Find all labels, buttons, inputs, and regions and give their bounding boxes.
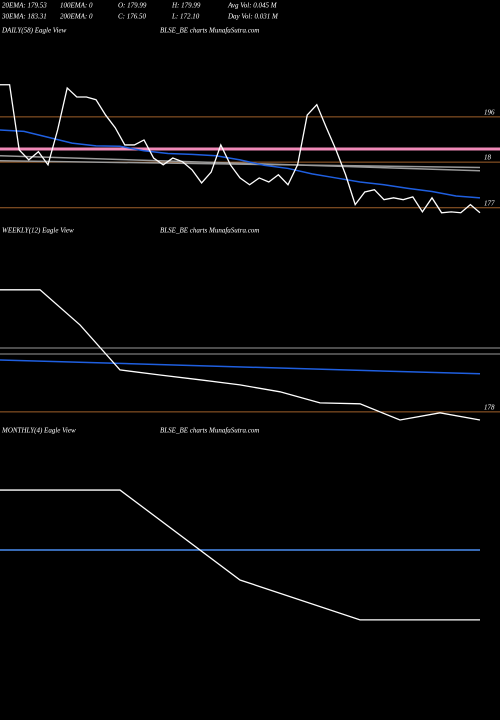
panel-title: DAILY(58) Eagle View: [1, 27, 67, 35]
header-stat: 30EMA: 183.31: [1, 13, 47, 21]
header-stat: C: 176.50: [118, 13, 147, 21]
header-stat: O: 179.99: [118, 2, 147, 10]
price-label: 178: [484, 404, 495, 412]
price-series: [0, 155, 481, 172]
price-label: 18: [484, 154, 492, 162]
header-stat: Day Vol: 0.031 M: [227, 13, 279, 21]
panel-title: WEEKLY(12) Eagle View: [2, 227, 74, 235]
panel-subtitle: BLSE_BE charts MunafaSutra.com: [160, 27, 259, 35]
price-series: [0, 289, 481, 421]
panel-title: MONTHLY(4) Eagle View: [1, 427, 76, 435]
header-stat: H: 179.99: [171, 2, 201, 10]
header-stat: L: 172.10: [171, 13, 200, 21]
panel-subtitle: BLSE_BE charts MunafaSutra.com: [160, 227, 259, 235]
price-series: [0, 84, 481, 214]
header-stat: 20EMA: 179.53: [2, 2, 47, 10]
price-label: 177: [484, 199, 495, 207]
price-series: [0, 160, 481, 169]
price-series: [0, 129, 481, 199]
header-stat: Avg Vol: 0.045 M: [227, 2, 278, 10]
header-stat: 100EMA: 0: [60, 2, 93, 10]
price-series: [0, 359, 481, 375]
price-label: 196: [484, 108, 495, 116]
panel-subtitle: BLSE_BE charts MunafaSutra.com: [160, 427, 259, 435]
header-stat: 200EMA: 0: [60, 13, 93, 21]
price-series: [0, 489, 480, 621]
